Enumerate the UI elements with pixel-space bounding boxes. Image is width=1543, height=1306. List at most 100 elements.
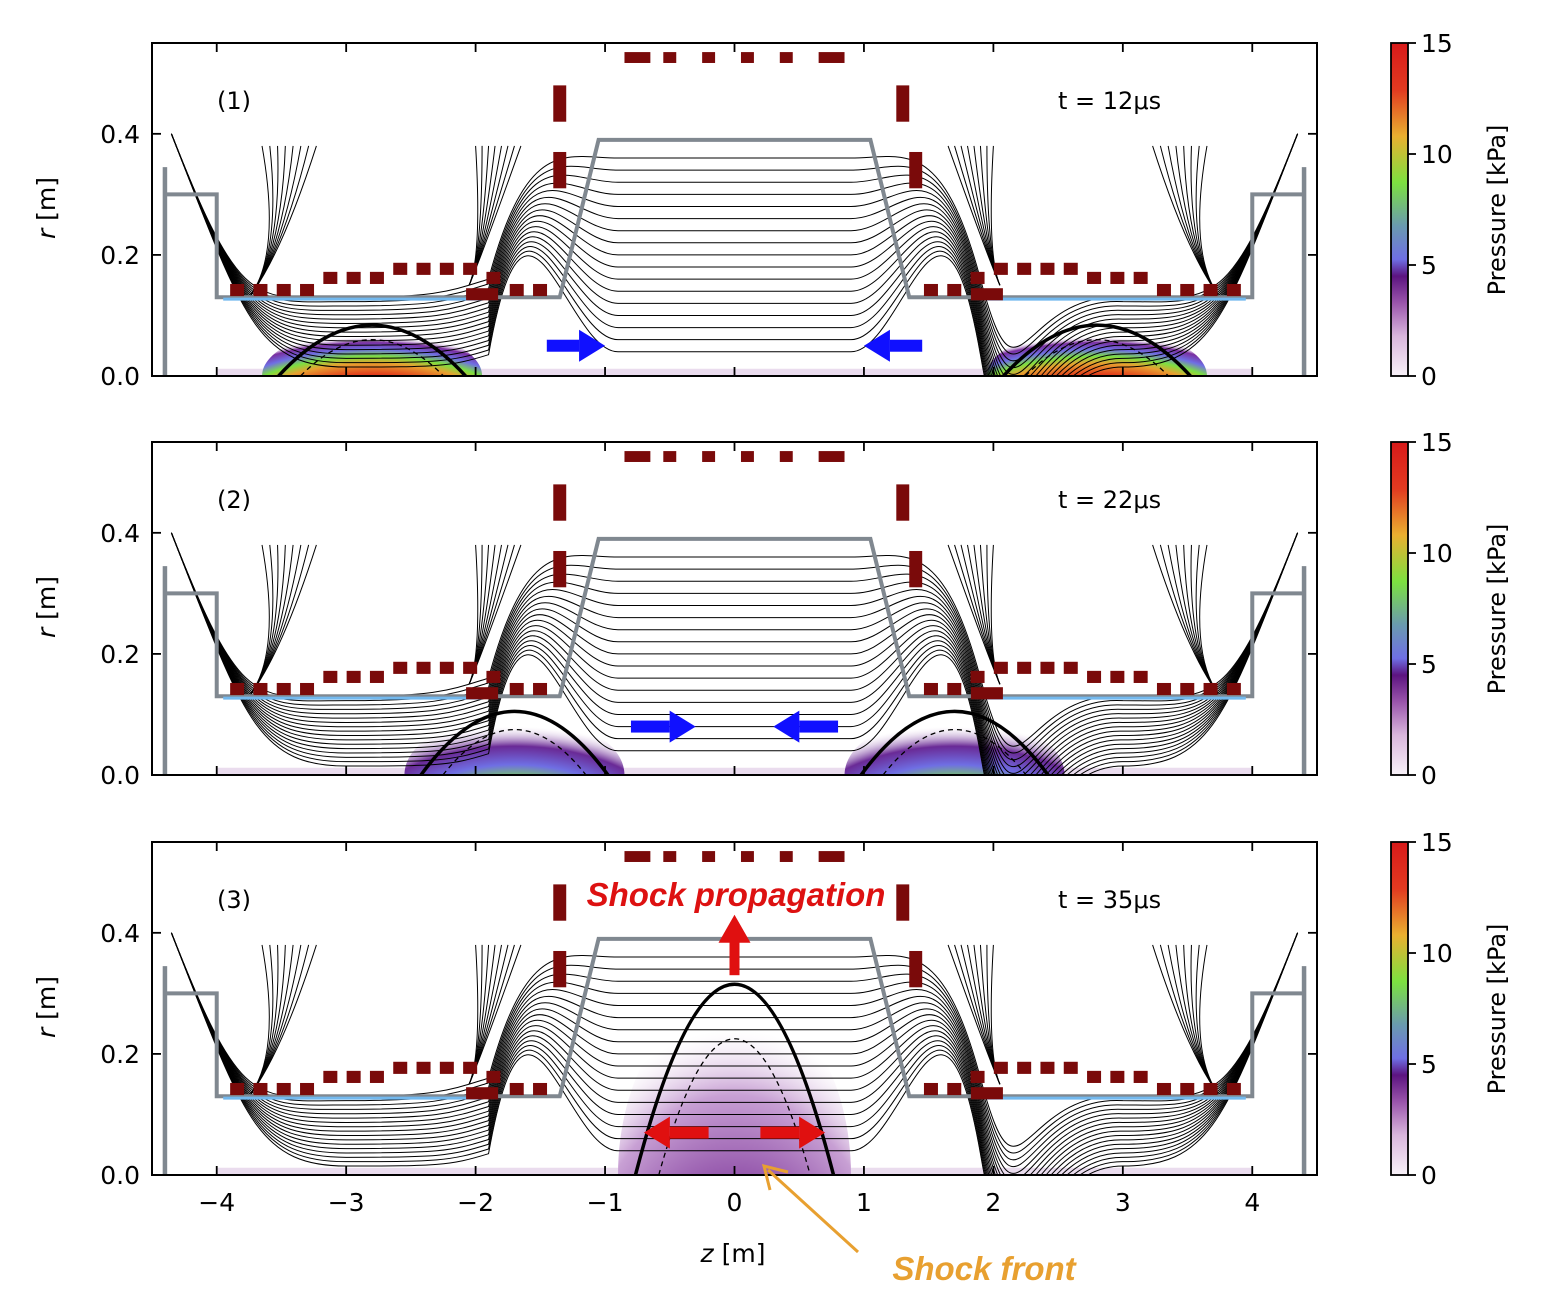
coil-mid xyxy=(1110,271,1125,284)
coil-side xyxy=(553,151,567,189)
coil-mid xyxy=(346,271,361,284)
coil-mid xyxy=(253,1082,268,1096)
field-line xyxy=(170,133,1299,376)
field-line xyxy=(170,532,1299,761)
coil-mid xyxy=(439,262,454,275)
coil-mid xyxy=(439,1061,454,1074)
y-axis-unit: [m] xyxy=(32,177,61,229)
field-line-fan xyxy=(1199,145,1221,298)
field-line xyxy=(170,532,1299,775)
vessel-wall xyxy=(162,536,1307,775)
field-line-fan xyxy=(248,944,317,1097)
field-line xyxy=(170,133,1299,362)
coil-side xyxy=(909,550,923,588)
colorbar-tick-label: 10 xyxy=(1421,939,1453,968)
field-line-fan xyxy=(1199,544,1221,697)
field-line xyxy=(170,932,1299,1175)
colorbar-tick-label: 15 xyxy=(1421,428,1453,457)
coil-mid xyxy=(463,661,478,674)
coil-mid xyxy=(947,1082,962,1096)
coil-mid xyxy=(1226,1082,1241,1096)
shock-front-pointer xyxy=(761,1163,860,1254)
coils xyxy=(230,52,1241,301)
coil-mid xyxy=(276,1082,291,1096)
shock-contour xyxy=(633,982,836,1175)
coil-mid xyxy=(1087,670,1102,683)
x-tick-label: 2 xyxy=(985,1188,1001,1217)
coil-mid xyxy=(486,670,501,683)
colorbar-tick-label: 5 xyxy=(1421,1050,1437,1079)
arrow-shaft xyxy=(760,1126,800,1139)
coil-mid xyxy=(393,1061,408,1074)
field-line-fan xyxy=(248,944,286,1097)
field-line xyxy=(170,532,1299,775)
field-line xyxy=(170,532,1299,775)
coil-side xyxy=(896,884,910,921)
field-line-fan xyxy=(1183,145,1221,298)
coil-side xyxy=(553,85,567,122)
colorbar-gradient xyxy=(1390,441,1409,776)
y-axis-unit: [m] xyxy=(32,576,61,628)
time-label: t = 22μs xyxy=(1058,486,1161,514)
coil-mid xyxy=(509,682,524,696)
coil-mid xyxy=(323,670,338,683)
coil-side xyxy=(896,85,910,122)
field-line-fan xyxy=(248,145,286,298)
plot-area xyxy=(162,52,1307,376)
field-line-fan xyxy=(468,145,522,286)
coil-mid xyxy=(230,682,245,696)
coil-side xyxy=(553,484,567,521)
colorbar-tick-label: 5 xyxy=(1421,650,1437,679)
coil-mid xyxy=(416,262,431,275)
field-line-fan xyxy=(248,145,317,298)
coil-mid xyxy=(346,670,361,683)
coil-mid xyxy=(466,687,499,700)
x-tick-label: 0 xyxy=(727,1188,743,1217)
arrow-head xyxy=(773,710,800,743)
field-line-fan xyxy=(1152,544,1221,697)
y-axis-label: r [m] xyxy=(32,976,61,1038)
colorbar-label: Pressure [kPa] xyxy=(1483,524,1511,695)
coil-mid xyxy=(1063,1061,1078,1074)
coil-mid xyxy=(1133,670,1148,683)
field-line-fan xyxy=(468,544,522,685)
coil-mid xyxy=(1156,682,1171,696)
field-line xyxy=(170,932,1299,1175)
arrow-head xyxy=(579,329,606,362)
shock-front-label: Shock front xyxy=(892,1250,1077,1287)
field-line-fan xyxy=(468,944,522,1085)
field-line-fan xyxy=(1183,544,1221,697)
y-tick-label: 0.4 xyxy=(100,519,140,548)
time-label: t = 35μs xyxy=(1058,886,1161,914)
y-tick-label: 0.0 xyxy=(100,761,140,790)
coil-mid xyxy=(533,283,548,297)
coil-mid xyxy=(970,271,985,284)
colorbar: 0 5 10 15 Pressure [kPa] xyxy=(1390,29,1511,391)
coil-mid xyxy=(346,1070,361,1083)
coil-top xyxy=(818,851,845,862)
x-tick-label: −3 xyxy=(328,1188,365,1217)
coil-mid xyxy=(1226,682,1241,696)
coil-mid xyxy=(923,283,938,297)
coil-mid xyxy=(1180,1082,1195,1096)
y-axis-symbol: r xyxy=(32,227,61,239)
arrow-shaft xyxy=(889,339,923,352)
coil-side xyxy=(909,151,923,189)
coil-mid xyxy=(1017,262,1032,275)
arrow-shaft xyxy=(546,339,580,352)
vessel-wall xyxy=(162,137,1307,376)
coil-mid xyxy=(1156,1082,1171,1096)
coil-top xyxy=(740,851,754,862)
coil-top xyxy=(663,52,677,63)
field-line xyxy=(170,133,1299,376)
coil-mid xyxy=(466,1087,499,1100)
coil-mid xyxy=(1040,661,1055,674)
colorbar-label: Pressure [kPa] xyxy=(1483,924,1511,1095)
panel-label: (1) xyxy=(217,87,251,115)
coil-mid xyxy=(1017,661,1032,674)
coil-mid xyxy=(1156,283,1171,297)
shock-contour xyxy=(859,709,1050,775)
colorbar-tick-label: 5 xyxy=(1421,251,1437,280)
coil-top xyxy=(624,52,651,63)
coil-mid xyxy=(466,288,499,301)
